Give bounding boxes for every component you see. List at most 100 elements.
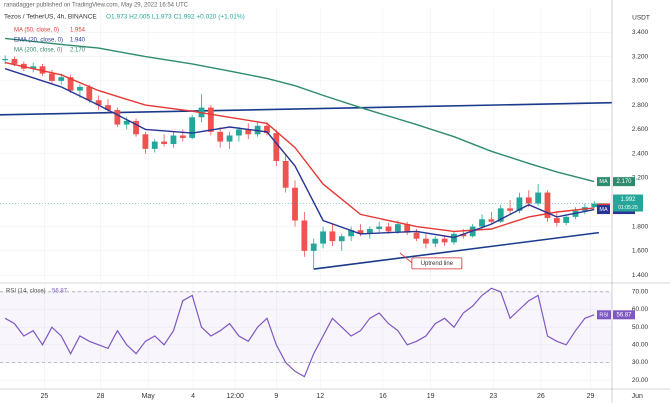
x-tick-label: 25	[41, 393, 49, 400]
candle-body	[404, 224, 411, 233]
candle-body	[394, 224, 401, 232]
candle-body	[105, 105, 111, 110]
x-tick-label: 26	[537, 393, 545, 400]
rsi-tick-label: 60.00	[632, 306, 649, 313]
candle-body	[161, 141, 168, 144]
candle-body	[114, 110, 121, 125]
candle-body	[39, 66, 46, 74]
candle-body	[497, 208, 504, 222]
rsi-tick-label: 50.00	[632, 324, 649, 331]
rsi-tag: RSI	[599, 312, 609, 318]
candle-body	[441, 238, 448, 243]
x-tick-label: 12	[316, 393, 324, 400]
candle-body	[67, 77, 74, 91]
y-tick-label: 3.200	[632, 53, 649, 60]
x-tick-label: 28	[97, 393, 105, 400]
candle-body	[507, 208, 513, 211]
candle-body	[30, 66, 37, 69]
legend-name: MA (200, close, 0)	[14, 48, 62, 54]
annotation-arrow	[399, 252, 413, 264]
candle-body	[142, 134, 149, 149]
candle-body	[151, 141, 158, 149]
rsi-legend-name: RSI (14, close)	[6, 289, 46, 295]
candle-body	[273, 133, 280, 161]
y-tick-label: 3.000	[632, 78, 649, 85]
legend-value: 1.940	[70, 38, 86, 44]
candle-body	[301, 220, 308, 251]
candle-body	[77, 86, 83, 91]
candle-body	[348, 230, 355, 237]
candle-body	[488, 219, 495, 222]
axis-value: 2.170	[616, 179, 632, 185]
candle-body	[320, 231, 326, 244]
candle-body	[535, 192, 542, 204]
candle-body	[189, 117, 196, 138]
candle-body	[310, 243, 317, 251]
rsi-line	[4, 287, 595, 378]
y-tick-label: 1.800	[632, 223, 649, 230]
legend-value: 2.170	[70, 48, 86, 54]
legend-name: EMA (20, close, 0)	[14, 38, 63, 44]
y-tick-label: 3.400	[632, 29, 649, 36]
y-tick-label: 2.600	[632, 126, 649, 133]
candle-body	[236, 129, 242, 136]
axis-tag: MA	[599, 207, 608, 213]
candle-body	[133, 120, 139, 135]
annotation-box	[411, 257, 463, 270]
symbol-title: Tezos / TetherUS, 4h, BINANCE	[4, 14, 97, 21]
x-tick-label: 9	[274, 393, 278, 400]
rsi-tick-label: 20.00	[632, 377, 649, 384]
plot	[0, 37, 613, 378]
y-tick-label: 2.800	[632, 102, 649, 109]
candle-body	[544, 192, 551, 219]
candle-body	[179, 135, 186, 138]
y-tick-label: 2.200	[632, 175, 649, 182]
candle-body	[170, 135, 177, 144]
candle-body	[264, 125, 270, 134]
rsi-tick-label: 70.00	[632, 289, 649, 296]
legend-name: MA (50, close, 0)	[14, 28, 59, 34]
candle-body	[385, 226, 392, 232]
candle-body	[516, 197, 523, 211]
grid	[0, 8, 612, 389]
candle-body	[479, 219, 485, 227]
x-tick-label: 23	[489, 393, 497, 400]
candle-body	[11, 59, 18, 64]
candle-body	[329, 231, 336, 242]
candle-body	[357, 230, 364, 234]
x-tick-label: May	[142, 393, 156, 400]
last-price-box	[613, 194, 643, 212]
y-tick-label: 2.400	[632, 150, 649, 157]
rsi-value: 56.87	[616, 312, 632, 318]
ma-line	[4, 61, 595, 233]
trendline	[313, 231, 600, 270]
currency: USDT	[632, 15, 650, 22]
candle-body	[2, 59, 9, 61]
candle-body	[48, 73, 55, 81]
annotation: Uptrend line	[421, 261, 454, 267]
candle-body	[525, 197, 532, 204]
axis-tag-box	[597, 177, 610, 187]
candle-body	[563, 216, 570, 223]
axis-tag: MA	[599, 179, 608, 185]
ma-line	[4, 68, 595, 239]
rsi-band	[0, 291, 612, 363]
candle-body	[460, 233, 467, 237]
candle-body	[207, 107, 214, 132]
ohlc: O1.973 H2.005 L1.973 C1.992 +0.020 (+1.0…	[106, 14, 245, 21]
candle-body	[282, 161, 289, 188]
x-tick-label: 4	[191, 393, 195, 400]
x-tick-label: 29	[587, 393, 595, 400]
rsi-value-box	[613, 310, 635, 320]
publisher: ranadagger published on TradingView.com,…	[4, 3, 189, 9]
x-tick-label: 19	[427, 393, 435, 400]
candle-body	[217, 131, 224, 142]
axis-value-box	[613, 177, 635, 187]
candle-body	[58, 77, 65, 81]
y-tick-label: 1.600	[632, 248, 649, 255]
candle-body	[226, 135, 233, 142]
rsi-tick-label: 30.00	[632, 359, 649, 366]
x-tick-label: 16	[379, 393, 387, 400]
